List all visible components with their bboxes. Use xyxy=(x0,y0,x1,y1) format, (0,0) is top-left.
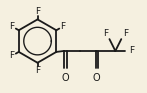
Text: O: O xyxy=(61,73,69,82)
Text: F: F xyxy=(9,22,15,31)
Text: F: F xyxy=(35,66,40,75)
Text: F: F xyxy=(130,46,135,55)
Text: F: F xyxy=(61,22,66,31)
Text: F: F xyxy=(35,7,40,16)
Text: F: F xyxy=(123,29,128,38)
Text: F: F xyxy=(9,51,15,60)
Text: O: O xyxy=(93,73,100,82)
Text: F: F xyxy=(103,29,108,38)
